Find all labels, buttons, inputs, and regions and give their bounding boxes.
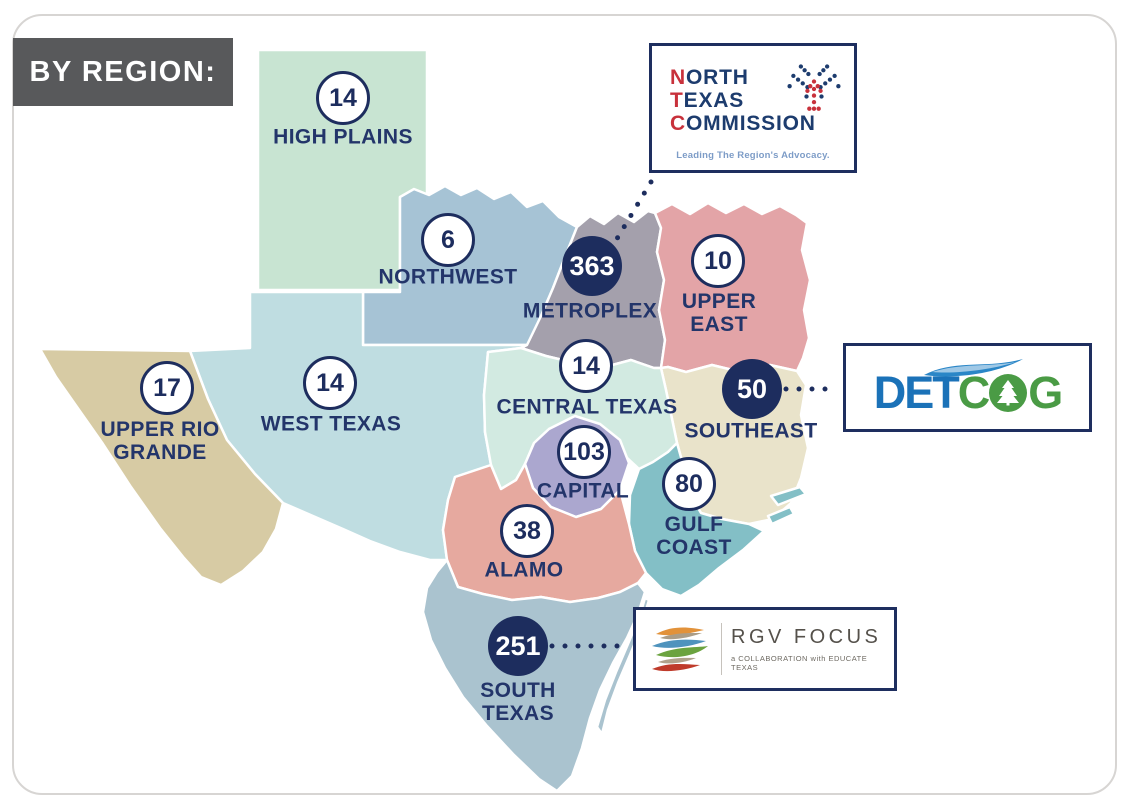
region-shape-gulf-coast-island-1 — [769, 485, 808, 507]
region-label-alamo: ALAMO — [484, 558, 564, 582]
detcog-text-det: DET — [873, 367, 960, 418]
ntc-initial-n: N — [670, 66, 686, 89]
rgv-tagline: a COLLABORATION with EDUCATE TEXAS — [731, 654, 868, 672]
ntc-dotted-star-icon — [787, 64, 841, 111]
ntc-line-texas: TEXAS — [670, 89, 854, 112]
ntc-initial-c: C — [670, 112, 686, 136]
region-label-south-texas: SOUTH TEXAS — [480, 678, 556, 725]
by-region-label: BY REGION: — [29, 55, 217, 88]
detcog-wordmark: DET C G — [873, 359, 1063, 418]
ntc-line-commission: COMMISSION — [670, 112, 854, 135]
count-badge-metroplex: 363 — [562, 236, 622, 296]
region-label-metroplex: METROPLEX — [522, 299, 658, 323]
rgv-swoosh-icon — [652, 627, 708, 672]
region-label-southeast: SOUTHEAST — [684, 419, 818, 443]
by-region-badge: BY REGION: — [13, 38, 233, 106]
rgv-divider — [721, 623, 722, 675]
connector-ntc-metroplex — [609, 179, 654, 250]
detcog-pine-tree-icon — [989, 373, 1028, 412]
rgv-text-block: RGV FOCUS a COLLABORATION with EDUCATE T… — [731, 626, 884, 672]
count-badge-central-texas: 14 — [559, 339, 613, 393]
ntc-initial-t: T — [670, 89, 684, 113]
count-badge-gulf-coast: 80 — [662, 457, 716, 511]
ntc-rest-exas: EXAS — [683, 89, 745, 113]
count-badge-southeast: 50 — [722, 359, 782, 419]
region-label-gulf-coast: GULF COAST — [656, 512, 732, 559]
region-label-upper-east: UPPER EAST — [681, 289, 757, 336]
region-label-central-texas: CENTRAL TEXAS — [496, 395, 678, 419]
region-label-northwest: NORTHWEST — [378, 265, 518, 289]
ntc-rest-ommission: OMMISSION — [685, 112, 816, 136]
detcog-wave-icon — [923, 359, 1023, 377]
detcog-text-g: G — [1028, 367, 1063, 418]
region-label-west-texas: WEST TEXAS — [260, 412, 402, 436]
count-badge-northwest: 6 — [421, 213, 475, 267]
count-badge-high-plains: 14 — [316, 71, 370, 125]
north-texas-commission-logo: NORTH TEXAS COMMISSION Leading The Regio… — [649, 43, 857, 173]
region-shape-upper-rio-grande — [38, 347, 285, 587]
ntc-rest-orth: ORTH — [685, 66, 749, 89]
count-badge-capital: 103 — [557, 425, 611, 479]
ntc-tagline: Leading The Region's Advocacy. — [676, 150, 830, 161]
region-label-capital: CAPITAL — [536, 479, 630, 503]
region-shape-gulf-coast-island-2 — [766, 505, 796, 526]
count-badge-upper-east: 10 — [691, 234, 745, 288]
rgv-focus-logo: RGV FOCUS a COLLABORATION with EDUCATE T… — [633, 607, 897, 691]
count-badge-west-texas: 14 — [303, 356, 357, 410]
region-label-upper-rio-grande: UPPER RIO GRANDE — [100, 417, 220, 464]
count-badge-upper-rio-grande: 17 — [140, 361, 194, 415]
region-shape-upper-east — [653, 201, 812, 374]
region-shape-south-texas — [421, 558, 647, 793]
ntc-line-north: NORTH — [670, 66, 854, 89]
region-label-high-plains: HIGH PLAINS — [273, 125, 413, 149]
detcog-logo: DET C G — [843, 343, 1092, 432]
count-badge-alamo: 38 — [500, 504, 554, 558]
rgv-title: RGV FOCUS — [731, 626, 882, 648]
count-badge-south-texas: 251 — [488, 616, 548, 676]
detcog-text-c: C — [957, 367, 990, 418]
